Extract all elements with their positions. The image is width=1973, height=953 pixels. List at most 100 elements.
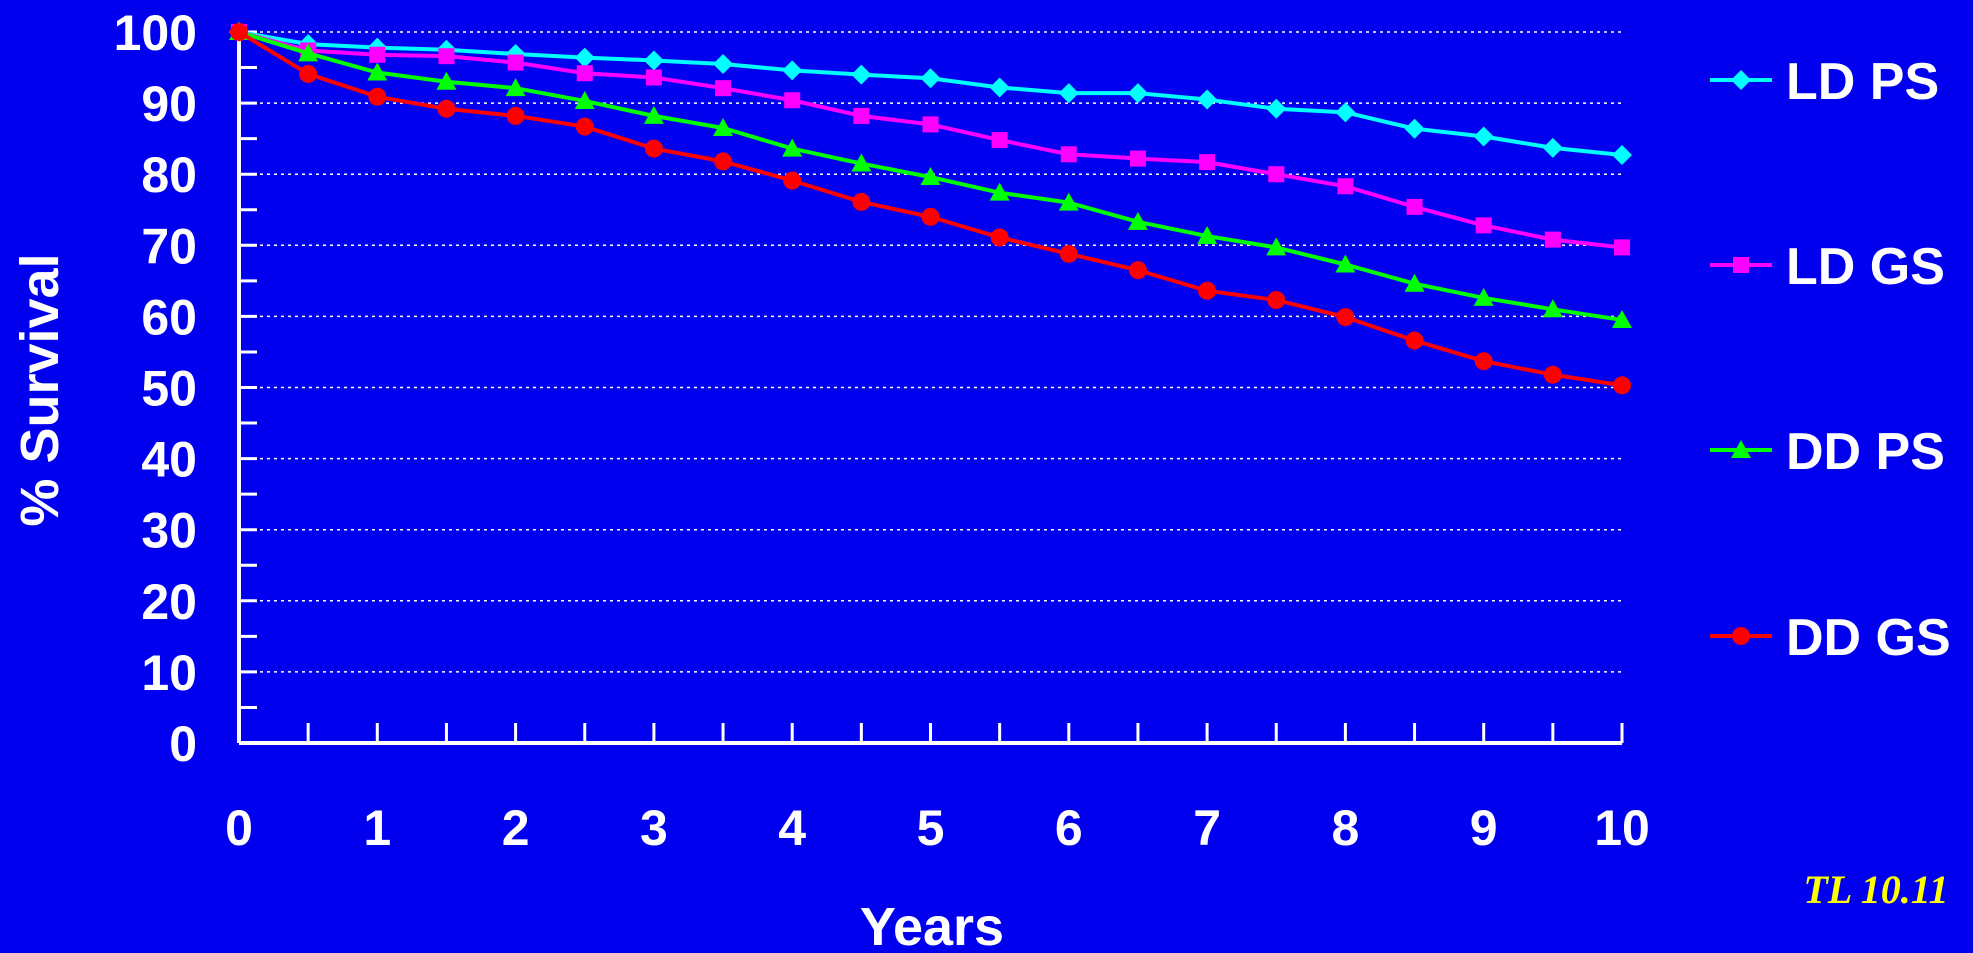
data-point-dd-ps — [1335, 254, 1356, 273]
data-point-ld-gs — [645, 69, 662, 86]
data-point-ld-gs — [369, 46, 386, 63]
data-point-ld-ps — [574, 47, 595, 68]
data-point-ld-gs — [576, 65, 593, 82]
x-tick-label: 8 — [1331, 800, 1359, 856]
data-point-ld-gs — [922, 116, 939, 133]
data-point-ld-ps — [1473, 126, 1494, 147]
data-point-ld-gs — [1199, 154, 1216, 171]
data-point-ld-gs — [1475, 217, 1492, 234]
data-point-ld-ps — [1127, 83, 1148, 104]
data-point-dd-ps — [713, 117, 734, 136]
data-point-dd-gs — [437, 99, 456, 118]
data-point-dd-ps — [1404, 273, 1425, 292]
data-point-dd-ps — [1612, 309, 1632, 328]
data-point-ld-ps — [989, 77, 1010, 98]
slide-footnote: TL 10.11 — [1803, 867, 1948, 912]
y-tick-label: 80 — [141, 147, 197, 203]
x-tick-label: 2 — [502, 800, 530, 856]
data-point-ld-ps — [851, 64, 872, 85]
data-point-dd-ps — [643, 105, 664, 124]
legend-swatch-marker — [1732, 627, 1750, 645]
data-point-dd-gs — [783, 171, 802, 190]
data-point-dd-gs — [1059, 244, 1078, 263]
data-point-ld-ps — [1404, 118, 1425, 139]
data-point-dd-gs — [506, 106, 525, 125]
y-tick-label: 60 — [141, 289, 197, 345]
data-point-ld-ps — [643, 50, 664, 71]
x-tick-label: 7 — [1193, 800, 1221, 856]
data-point-dd-gs — [299, 64, 318, 83]
data-point-ld-gs — [715, 80, 732, 97]
x-tick-label: 6 — [1055, 800, 1083, 856]
data-point-ld-gs — [1544, 231, 1561, 248]
data-point-dd-gs — [1474, 352, 1493, 371]
data-point-dd-ps — [574, 90, 595, 109]
data-point-ld-ps — [1058, 83, 1079, 104]
y-tick-label: 30 — [141, 503, 197, 559]
data-point-dd-ps — [1058, 192, 1079, 211]
x-tick-label: 5 — [917, 800, 945, 856]
data-point-ld-gs — [1060, 146, 1077, 163]
x-tick-label: 4 — [778, 800, 806, 856]
data-point-dd-gs — [714, 152, 733, 171]
data-point-ld-gs — [438, 48, 455, 65]
legend-label: LD GS — [1786, 238, 1945, 296]
data-point-dd-gs — [852, 192, 871, 211]
data-point-ld-ps — [1612, 145, 1632, 166]
data-point-dd-ps — [782, 138, 803, 157]
data-point-dd-gs — [368, 87, 387, 106]
legend-item-ld-ps: LD PS — [1710, 53, 1939, 111]
data-point-dd-ps — [367, 62, 388, 81]
data-point-ld-gs — [1268, 166, 1285, 183]
data-point-dd-ps — [1473, 287, 1494, 306]
data-point-dd-ps — [920, 167, 941, 186]
data-point-dd-gs — [1128, 261, 1147, 280]
y-axis-title: % Survival — [10, 253, 70, 526]
series-ld-ps — [229, 22, 1632, 166]
data-point-dd-gs — [1267, 291, 1286, 310]
data-point-dd-ps — [1197, 226, 1218, 245]
y-tick-label: 90 — [141, 76, 197, 132]
data-point-dd-ps — [1127, 211, 1148, 230]
data-point-dd-gs — [230, 23, 248, 41]
data-point-dd-ps — [436, 71, 457, 90]
data-point-dd-gs — [1613, 376, 1631, 395]
y-tick-label: 40 — [141, 432, 197, 488]
data-point-ld-ps — [1335, 102, 1356, 123]
data-point-dd-ps — [1266, 237, 1287, 256]
y-tick-label: 70 — [141, 218, 197, 274]
x-tick-label: 1 — [363, 800, 391, 856]
data-point-dd-gs — [644, 139, 663, 158]
legend-swatch-marker — [1731, 70, 1751, 90]
data-point-dd-gs — [1405, 331, 1424, 350]
data-point-dd-gs — [990, 228, 1009, 247]
y-tick-label: 0 — [169, 716, 197, 772]
data-point-ld-gs — [1129, 150, 1146, 167]
y-tick-label: 100 — [114, 5, 197, 61]
legend-swatch-marker — [1731, 440, 1751, 458]
data-point-ld-ps — [1542, 137, 1563, 158]
data-point-dd-gs — [1198, 281, 1217, 300]
y-tick-label: 20 — [141, 574, 197, 630]
data-point-ld-gs — [784, 92, 801, 109]
legend-item-dd-ps: DD PS — [1710, 423, 1945, 481]
series-lines — [229, 22, 1632, 395]
x-tick-label: 3 — [640, 800, 668, 856]
y-tick-label: 50 — [141, 361, 197, 417]
legend: LD PS LD GS DD PS DD GS — [1710, 53, 1951, 667]
legend-label: DD GS — [1786, 609, 1951, 667]
data-point-ld-gs — [1406, 198, 1423, 215]
data-point-dd-ps — [851, 153, 872, 172]
data-point-ld-gs — [1614, 239, 1630, 256]
data-point-ld-ps — [920, 68, 941, 89]
x-tick-label: 10 — [1594, 800, 1650, 856]
x-tick-label: 0 — [225, 800, 253, 856]
series-dd-ps — [229, 22, 1632, 328]
data-point-dd-gs — [921, 207, 940, 226]
data-point-ld-gs — [853, 107, 870, 124]
axes: 0 10 20 30 40 50 60 70 80 90 100 0 1 2 3 4 5 6 7 8 9 10 — [114, 5, 1650, 856]
series-dd-gs — [230, 23, 1631, 395]
data-point-ld-ps — [1197, 89, 1218, 110]
